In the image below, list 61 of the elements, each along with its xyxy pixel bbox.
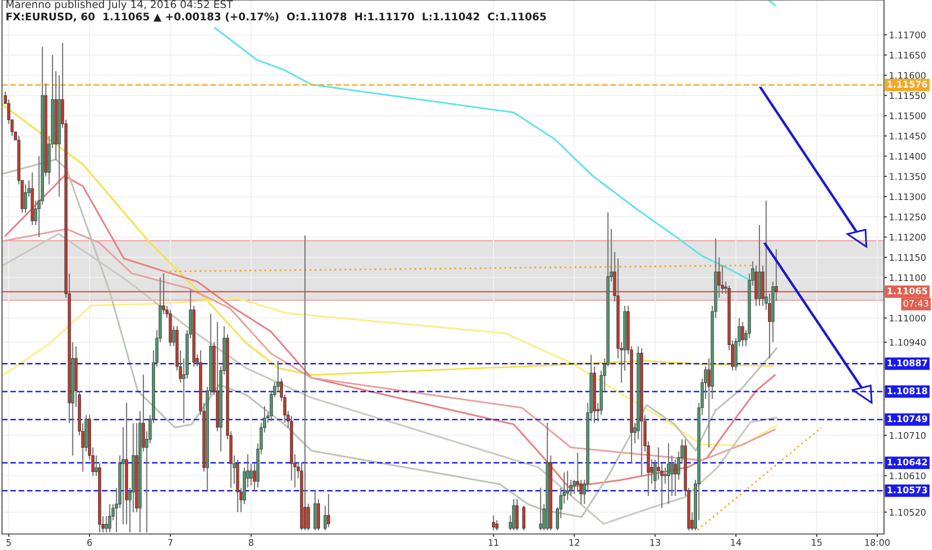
y-tick-label: 1.11600 [890,72,926,79]
line-series [2,232,778,525]
y-tick-label: 1.11100 [890,274,926,282]
candlestick [664,467,667,484]
candlestick [670,454,674,497]
candlestick [24,184,28,214]
candlestick [250,463,253,486]
y-tick-label: 1.11200 [890,234,926,241]
candlestick [522,505,526,531]
line-series [2,104,774,376]
x-tick-label: 6 [87,539,92,546]
x-tick-label: 15 [812,539,822,546]
x-tick-label: 13 [650,539,660,546]
x-tick-label: 11 [488,539,498,546]
x-tick-label: 18:00 [865,539,890,546]
text: FX:EURUSD, 60 1.11065 ▲ +0.00183 (+0.17%) O:1.11078 H:1.11170 L:1.11042 C:1.11065 [6,12,546,22]
y-tick-label: 1.11700 [890,32,926,38]
y-tick-label: 1.10940 [890,338,926,346]
y-tick-label: 1.11350 [890,173,926,180]
x-tick-label: 7 [168,539,172,546]
y-tick-label: 1.10520 [890,508,926,516]
candlestick [306,503,310,531]
candlestick [104,516,108,533]
candlestick [512,498,516,531]
line-series [2,298,778,446]
candlestick [108,504,112,533]
ref-line-label: 1.11576 [888,80,928,88]
candlestick [492,514,496,531]
candlestick [667,442,670,505]
ref-line-label: 1.10642 [888,458,927,466]
ref-line-label: 1.10749 [888,415,928,422]
y-tick-label: 1.11000 [890,314,926,322]
candlestick [516,498,519,531]
y-tick-label: 1.10610 [890,472,926,480]
candlestick [741,321,744,347]
y-tick-label: 1.11450 [890,132,926,140]
ref-line-label: 1.11065 [888,287,928,294]
x-tick-label: 8 [248,539,254,546]
x-tick-label: 12 [570,539,580,546]
y-tick-label: 1.11650 [890,52,926,59]
candlestick [566,470,570,501]
candlestick [327,493,330,528]
x-tick-label: 5 [6,539,11,546]
ref-line-label: 1.10573 [888,486,928,494]
candlestick [674,459,677,497]
candlestick [303,234,307,531]
text: 07:43 [904,300,928,307]
ref-line-label: 1.10818 [888,387,928,394]
y-tick-label: 1.11300 [890,193,926,200]
candlestick [495,520,498,531]
candlestick [122,426,125,525]
annotation: Marenno published July 14, 2016 04:52 EST [6,0,233,10]
y-tick-label: 1.11150 [890,254,926,261]
x-tick-label: 14 [731,539,742,546]
candlestick [539,486,542,531]
y-tick-label: 1.11250 [890,214,926,220]
y-tick-label: 1.11550 [890,92,926,100]
y-tick-label: 1.11500 [890,112,926,120]
y-tick-label: 1.10710 [890,432,926,439]
ref-line-label: 1.10887 [888,359,928,366]
y-tick-label: 1.11400 [890,152,926,160]
